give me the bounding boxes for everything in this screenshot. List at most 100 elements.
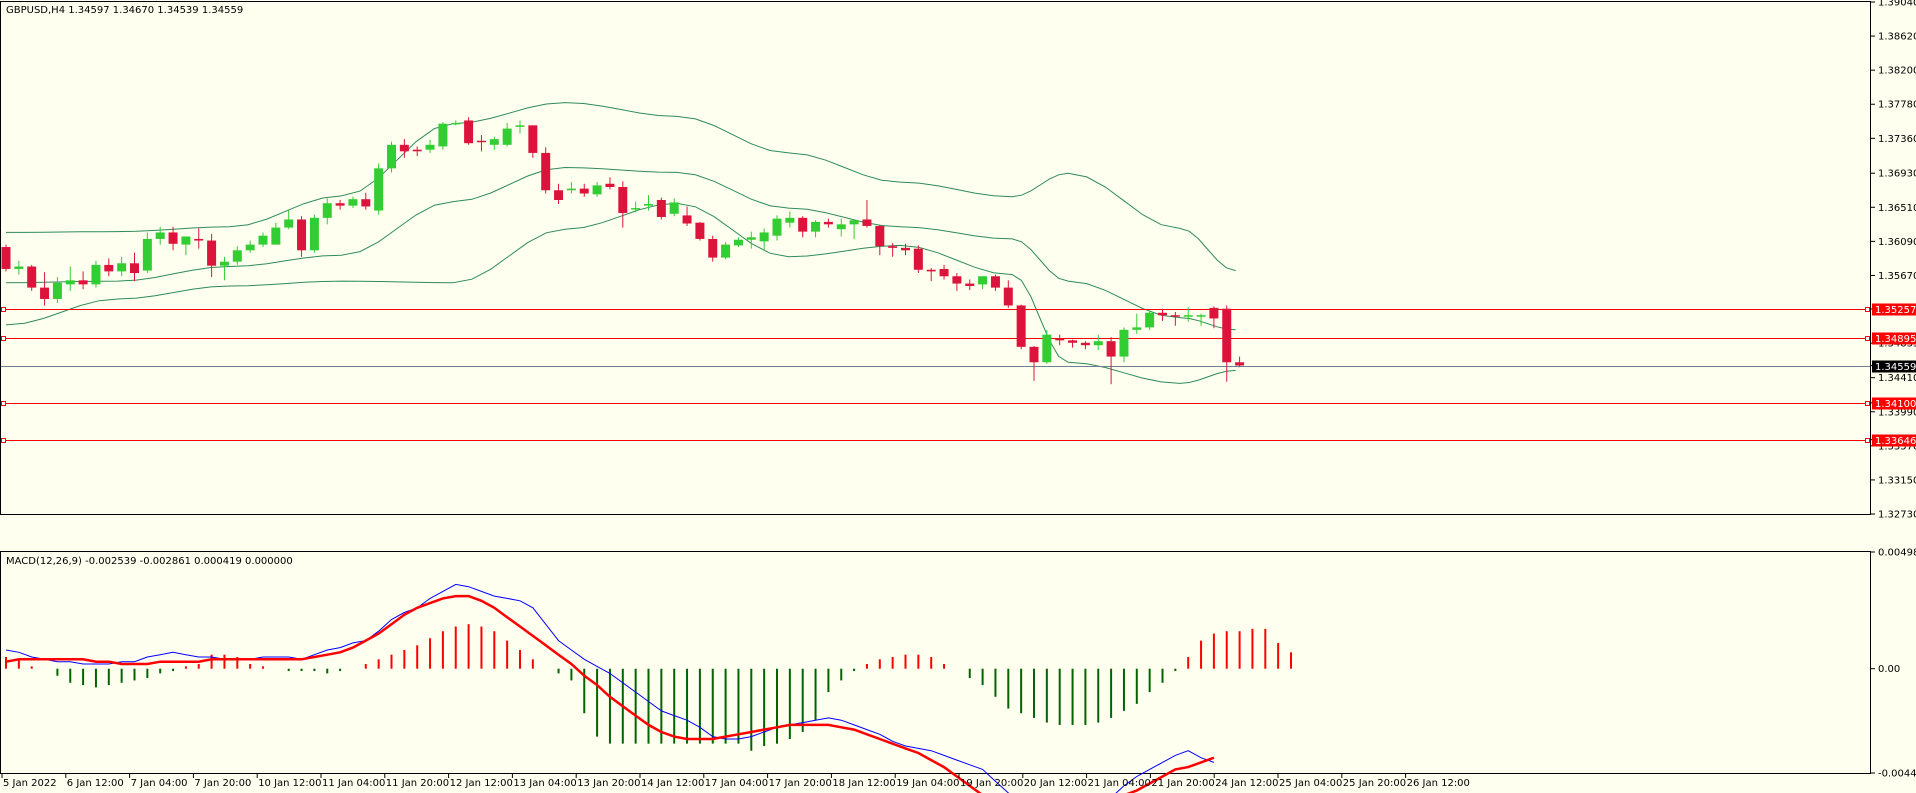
macd-tick-label: 0.00 xyxy=(1878,664,1900,675)
bearish-candle xyxy=(1055,338,1065,341)
line-handle-right xyxy=(1865,401,1870,406)
time-tick-label: 21 Jan 04:00 xyxy=(1088,778,1151,789)
level-price-tag-label: 1.34895 xyxy=(1875,334,1916,345)
bearish-candle xyxy=(168,232,178,244)
bearish-candle xyxy=(1222,308,1232,363)
price-tick-label: 1.33570 xyxy=(1878,441,1916,452)
bullish-candle xyxy=(348,199,358,206)
time-tick-label: 17 Jan 20:00 xyxy=(769,778,832,789)
bearish-candle xyxy=(1068,340,1078,343)
time-tick-label: 11 Jan 04:00 xyxy=(322,778,385,789)
time-tick-label: 13 Jan 04:00 xyxy=(513,778,576,789)
bullish-candle xyxy=(502,128,512,145)
level-price-tag xyxy=(1872,397,1916,410)
bearish-candle xyxy=(1,247,11,269)
line-handle-left xyxy=(1,336,6,341)
time-tick-label: 7 Jan 20:00 xyxy=(194,778,251,789)
bullish-candle xyxy=(746,237,756,240)
bullish-candle xyxy=(1196,315,1206,317)
bearish-candle xyxy=(926,269,936,272)
price-tick-label: 1.38620 xyxy=(1878,32,1916,43)
price-tick-label: 1.37360 xyxy=(1878,134,1916,145)
bullish-candle xyxy=(631,208,641,210)
bearish-candle xyxy=(579,188,589,194)
bullish-candle xyxy=(978,276,988,285)
bearish-candle xyxy=(708,238,718,258)
bullish-candle xyxy=(1145,312,1155,328)
candlesticks xyxy=(1,117,1245,385)
bearish-candle xyxy=(27,266,37,288)
bearish-candle xyxy=(965,283,975,286)
bullish-candle xyxy=(811,221,821,232)
current-price-tag-label: 1.34559 xyxy=(1875,362,1916,373)
time-tick-label: 21 Jan 20:00 xyxy=(1151,778,1214,789)
time-tick-label: 12 Jan 12:00 xyxy=(450,778,513,789)
bearish-candle xyxy=(682,215,692,224)
bullish-candle xyxy=(721,244,731,258)
bullish-candle xyxy=(219,261,229,266)
bearish-candle xyxy=(888,246,898,248)
bearish-candle xyxy=(952,276,962,284)
bullish-candle xyxy=(309,217,319,251)
time-tick-label: 10 Jan 12:00 xyxy=(258,778,321,789)
bearish-candle xyxy=(1170,315,1180,317)
price-tick-label: 1.33150 xyxy=(1878,475,1916,486)
macd-axis: 0.004982 0.00 -0.004452 xyxy=(1871,548,1916,780)
price-panel-header: GBPUSD,H4 1.34597 1.34670 1.34539 1.3455… xyxy=(6,5,243,16)
bollinger-middle-band xyxy=(5,166,1236,331)
macd-main-line xyxy=(5,583,1215,793)
bullish-candle xyxy=(1132,327,1142,330)
bullish-candle xyxy=(284,219,294,228)
price-tick-label: 1.39040 xyxy=(1878,0,1916,9)
price-tick-label: 1.36930 xyxy=(1878,169,1916,180)
macd-indicator xyxy=(5,583,1292,793)
time-tick-label: 13 Jan 20:00 xyxy=(577,778,640,789)
time-axis: 5 Jan 2022 6 Jan 12:00 7 Jan 04:00 7 Jan 20… xyxy=(1,774,1470,789)
line-handle-left xyxy=(1,438,6,443)
bearish-candle xyxy=(1106,341,1116,357)
bullish-candle xyxy=(489,139,499,145)
price-tick-label: 1.36510 xyxy=(1878,203,1916,214)
bearish-candle xyxy=(207,240,217,266)
horizontal-levels[interactable] xyxy=(1,307,1870,443)
price-tick-label: 1.35670 xyxy=(1878,271,1916,282)
bearish-candle xyxy=(1003,287,1013,306)
bullish-candle xyxy=(438,123,448,147)
line-handle-right xyxy=(1865,336,1870,341)
bullish-candle xyxy=(1093,341,1103,346)
macd-panel-header: MACD(12,26,9) -0.002539 -0.002861 0.0004… xyxy=(6,556,293,567)
price-tick-label: 1.38200 xyxy=(1878,66,1916,77)
bearish-candle xyxy=(1016,305,1026,347)
bearish-candle xyxy=(695,222,705,239)
bearish-candle xyxy=(901,247,910,251)
bullish-candle xyxy=(181,236,191,245)
line-handle-right xyxy=(1865,307,1870,312)
line-handle-left xyxy=(1,401,6,406)
bullish-candle xyxy=(849,220,859,225)
time-tick-label: 24 Jan 12:00 xyxy=(1215,778,1278,789)
bullish-candle xyxy=(245,244,255,251)
bearish-candle xyxy=(913,248,923,270)
level-price-tag-label: 1.34100 xyxy=(1875,399,1916,410)
price-tick-label: 1.37780 xyxy=(1878,100,1916,111)
bullish-candle xyxy=(566,188,576,191)
bearish-candle xyxy=(1080,342,1090,346)
bullish-candle xyxy=(785,217,795,223)
bullish-candle xyxy=(258,235,268,245)
level-price-tag xyxy=(1872,434,1916,447)
time-tick-label: 17 Jan 04:00 xyxy=(705,778,768,789)
level-price-tag-label: 1.33646 xyxy=(1875,436,1916,447)
bearish-candle xyxy=(1029,346,1039,363)
bearish-candle xyxy=(528,125,538,153)
bullish-candle xyxy=(155,232,165,239)
line-handle-left xyxy=(1,307,6,312)
bullish-candle xyxy=(322,203,332,218)
time-tick-label: 14 Jan 12:00 xyxy=(641,778,704,789)
bearish-candle xyxy=(605,183,615,188)
time-tick-label: 25 Jan 20:00 xyxy=(1343,778,1406,789)
time-tick-label: 11 Jan 20:00 xyxy=(386,778,449,789)
bullish-candle xyxy=(836,224,846,230)
bullish-candle xyxy=(65,280,75,285)
line-handle-right xyxy=(1865,438,1870,443)
